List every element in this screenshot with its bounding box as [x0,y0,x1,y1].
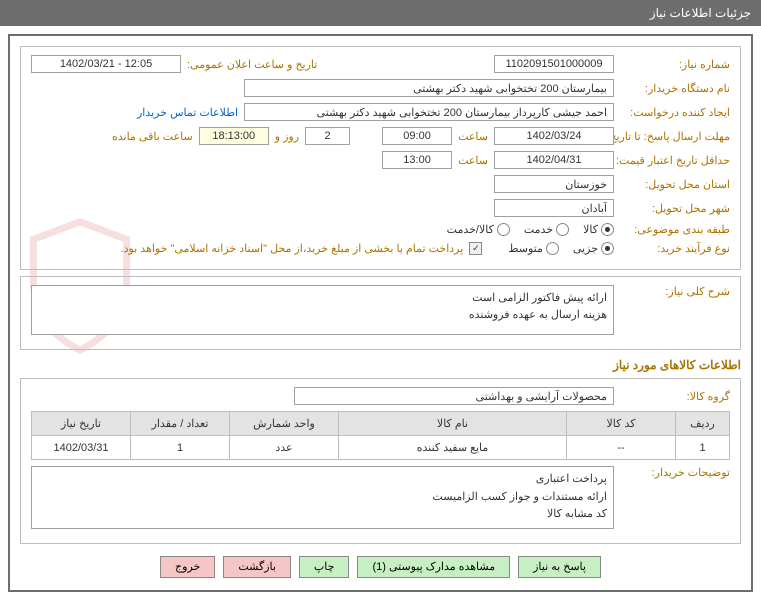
remain-time[interactable] [199,127,269,145]
validity-date[interactable] [494,151,614,169]
th-name: نام کالا [339,412,567,436]
requester-input[interactable] [244,103,614,121]
radio-kala-dot [601,223,614,236]
th-row: ردیف [676,412,730,436]
button-row: پاسخ به نیاز مشاهده مدارک پیوستی (1) چاپ… [20,550,741,580]
radio-motevaset-dot [546,242,559,255]
class-label: طبقه بندی موضوعی: [620,223,730,236]
deadline-time[interactable] [382,127,452,145]
desc-label: شرح کلی نیاز: [620,285,730,298]
cell-name: مایع سفید کننده [339,436,567,460]
notes-box[interactable]: پرداخت اعتباری ارائه مستندات و جواز کسب … [31,466,614,529]
notes-label: توضیحات خریدار: [620,466,730,481]
items-title: اطلاعات کالاهای مورد نیاز [20,358,741,372]
province-label: استان محل تحویل: [620,178,730,191]
reply-button[interactable]: پاسخ به نیاز [518,556,601,578]
treasury-checkbox[interactable]: ✓ [469,242,482,255]
note-line1: پرداخت اعتباری [38,471,607,489]
time-label-2: ساعت [458,154,488,167]
desc-line1: ارائه پیش فاکتور الزامی است [38,290,607,307]
th-code: کد کالا [567,412,676,436]
days-value[interactable] [305,127,350,145]
cell-date: 1402/03/31 [32,436,131,460]
contact-link[interactable]: اطلاعات تماس خریدار [137,106,238,119]
page-title: جزئیات اطلاعات نیاز [650,6,751,20]
desc-section: شرح کلی نیاز: ارائه پیش فاکتور الزامی اس… [20,276,741,350]
info-section: شماره نیاز: تاریخ و ساعت اعلان عمومی: نا… [20,46,741,270]
radio-kala-khadamat[interactable]: کالا/خدمت [447,223,510,236]
th-date: تاریخ نیاز [32,412,131,436]
announce-datetime[interactable] [31,55,181,73]
radio-kala[interactable]: کالا [583,223,614,236]
city-input[interactable] [494,199,614,217]
page-header: جزئیات اطلاعات نیاز [0,0,761,26]
radio-motevaset[interactable]: متوسط [508,242,559,255]
table-row[interactable]: 1 -- مایع سفید کننده عدد 1 1402/03/31 [32,436,730,460]
proc-label: نوع فرآیند خرید: [620,242,730,255]
main-frame: AriaTender.net شماره نیاز: تاریخ و ساعت … [8,34,753,592]
radio-jozi-dot [601,242,614,255]
back-button[interactable]: بازگشت [223,556,291,578]
cell-code: -- [567,436,676,460]
validity-label: حداقل تاریخ اعتبار قیمت: تا تاریخ: [620,154,730,167]
buyer-label: نام دستگاه خریدار: [620,82,730,95]
th-qty: تعداد / مقدار [131,412,230,436]
th-unit: واحد شمارش [230,412,339,436]
cell-row: 1 [676,436,730,460]
radio-kk-dot [497,223,510,236]
cell-unit: عدد [230,436,339,460]
note-line3: کد مشابه کالا [38,506,607,524]
city-label: شهر محل تحویل: [620,202,730,215]
desc-line2: هزینه ارسال به عهده فروشنده [38,307,607,324]
exit-button[interactable]: خروج [160,556,215,578]
attachments-button[interactable]: مشاهده مدارک پیوستی (1) [357,556,510,578]
deadline-label: مهلت ارسال پاسخ: تا تاریخ: [620,130,730,143]
items-section: گروه کالا: ردیف کد کالا نام کالا واحد شم… [20,378,741,544]
need-no-label: شماره نیاز: [620,58,730,71]
cell-qty: 1 [131,436,230,460]
group-label: گروه کالا: [620,390,730,403]
announce-label: تاریخ و ساعت اعلان عمومی: [187,58,317,71]
pay-note: پرداخت تمام یا بخشی از مبلغ خرید،از محل … [121,242,464,255]
print-button[interactable]: چاپ [299,556,350,578]
items-table: ردیف کد کالا نام کالا واحد شمارش تعداد /… [31,411,730,460]
deadline-date[interactable] [494,127,614,145]
proc-radio-group: جزیی متوسط [508,242,614,255]
group-input[interactable] [294,387,614,405]
days-label: روز و [275,130,299,143]
radio-khadamat[interactable]: خدمت [524,223,569,236]
requester-label: ایجاد کننده درخواست: [620,106,730,119]
buyer-input[interactable] [244,79,614,97]
remain-label: ساعت باقی مانده [112,130,193,143]
class-radio-group: کالا خدمت کالا/خدمت [447,223,614,236]
validity-time[interactable] [382,151,452,169]
province-input[interactable] [494,175,614,193]
note-line2: ارائه مستندات و جواز کسب الزامیست [38,489,607,507]
desc-box[interactable]: ارائه پیش فاکتور الزامی است هزینه ارسال … [31,285,614,335]
radio-jozi[interactable]: جزیی [573,242,614,255]
table-header-row: ردیف کد کالا نام کالا واحد شمارش تعداد /… [32,412,730,436]
need-no-input[interactable] [494,55,614,73]
radio-khadamat-dot [556,223,569,236]
time-label-1: ساعت [458,130,488,143]
